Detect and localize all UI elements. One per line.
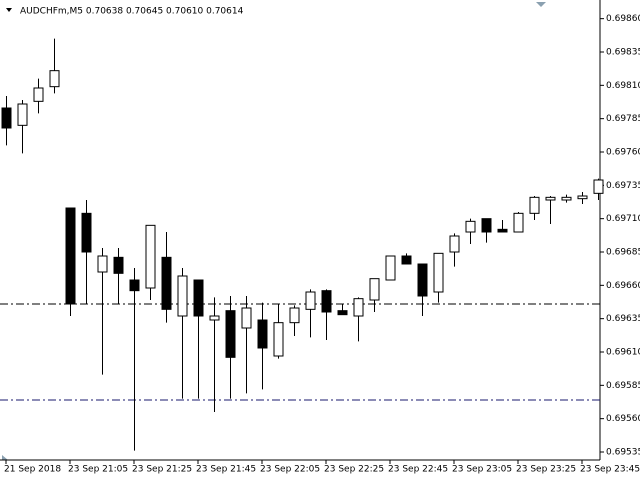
x-tick-label: 23 Sep 23:25 [516, 465, 576, 475]
x-tick-label: 23 Sep 21:25 [132, 465, 192, 475]
candle-body [497, 228, 508, 233]
candle-body [321, 290, 332, 313]
candle-body [1, 107, 12, 129]
candle-body [113, 256, 124, 274]
candle-body [145, 224, 156, 289]
candle-body [561, 196, 572, 201]
candle-body [17, 103, 28, 126]
candle-body [225, 310, 236, 358]
candle-body [385, 255, 396, 281]
y-tick-label: 0.69660 [606, 281, 640, 291]
x-tick-label: 23 Sep 23:05 [452, 465, 512, 475]
x-tick-label: 21 Sep 2018 [4, 465, 61, 475]
candle-body [353, 298, 364, 317]
candle-body [177, 275, 188, 317]
x-tick-label: 23 Sep 21:05 [68, 465, 128, 475]
x-tick-label: 23 Sep 21:45 [196, 465, 256, 475]
x-tick-label: 23 Sep 22:25 [324, 465, 384, 475]
y-tick-label: 0.69685 [606, 248, 640, 258]
candle-body [81, 212, 92, 253]
candle-body [481, 218, 492, 233]
y-tick-label: 0.69860 [606, 14, 640, 24]
y-tick-label: 0.69610 [606, 348, 640, 358]
candle-body [97, 255, 108, 273]
y-tick-label: 0.69835 [606, 48, 640, 58]
y-tick-label: 0.69635 [606, 314, 640, 324]
chart-title: AUDCHFm,M5 0.70638 0.70645 0.70610 0.706… [20, 7, 244, 17]
x-tick-label: 23 Sep 23:45 [580, 465, 640, 475]
candle-body [209, 315, 220, 321]
corner-marker [2, 455, 8, 460]
y-tick-label: 0.69810 [606, 81, 640, 91]
candle-body [193, 279, 204, 317]
y-tick-label: 0.69785 [606, 114, 640, 124]
candle-body [49, 70, 60, 88]
candle-body [577, 195, 588, 200]
candle-body [401, 255, 412, 265]
candle-body [289, 307, 300, 324]
y-tick-label: 0.69560 [606, 414, 640, 424]
candle-body [449, 235, 460, 253]
candle-body [433, 252, 444, 293]
x-tick-label: 23 Sep 22:05 [260, 465, 320, 475]
x-tick-label: 23 Sep 22:45 [388, 465, 448, 475]
candle-body [241, 307, 252, 329]
menu-triangle[interactable] [6, 8, 12, 12]
candle-body [33, 87, 44, 102]
candle-body [545, 196, 556, 201]
y-tick-label: 0.69535 [606, 448, 640, 458]
candle-body [369, 278, 380, 301]
candle-body [273, 322, 284, 357]
candle-body [513, 212, 524, 233]
candle-body [593, 179, 604, 194]
y-tick-label: 0.69585 [606, 381, 640, 391]
candle-body [257, 319, 268, 349]
candle-body [417, 263, 428, 297]
candle-body [129, 279, 140, 292]
y-tick-label: 0.69735 [606, 181, 640, 191]
shift-marker [536, 2, 546, 7]
candle-body [65, 207, 76, 305]
candle-body [465, 220, 476, 233]
candle-body [337, 310, 348, 316]
y-tick-label: 0.69760 [606, 148, 640, 158]
candle-body [529, 196, 540, 214]
y-tick-label: 0.69710 [606, 214, 640, 224]
candle-body [161, 256, 172, 310]
candle-body [305, 291, 316, 310]
